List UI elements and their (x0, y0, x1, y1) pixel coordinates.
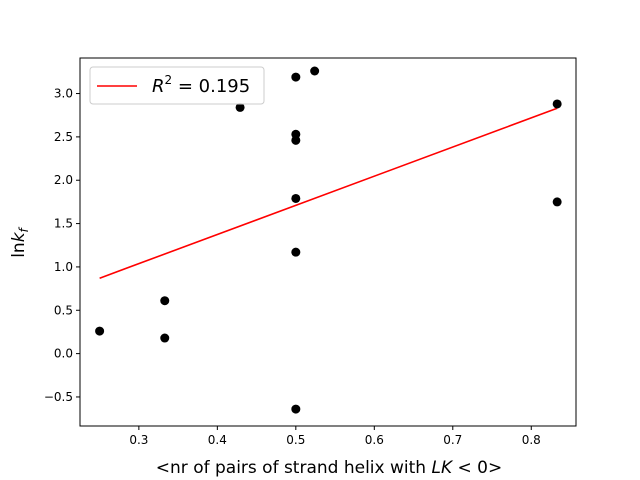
data-point (95, 326, 105, 336)
data-point (291, 72, 301, 82)
x-tick-label: 0.7 (443, 433, 462, 447)
y-tick-label: 2.5 (54, 130, 73, 144)
data-point (291, 404, 301, 414)
y-tick-label: 1.0 (54, 260, 73, 274)
data-point (291, 247, 301, 257)
axes-frame (79, 57, 577, 427)
data-point (160, 333, 170, 343)
data-point (291, 135, 301, 145)
data-point (552, 99, 562, 109)
x-tick-label: 0.8 (522, 433, 541, 447)
x-tick-label: 0.6 (365, 433, 384, 447)
y-tick-label: 0.5 (54, 303, 73, 317)
y-axis-title: lnkf (9, 226, 31, 257)
x-axis-title: <nr of pairs of strand helix with LK < 0… (156, 458, 502, 478)
plot-area (95, 66, 562, 414)
y-axis: −0.5 0.0 0.5 1.0 1.5 2.0 2.5 3.0 (44, 87, 80, 404)
y-tick-label: 1.5 (54, 217, 73, 231)
x-tick-label: 0.4 (208, 433, 227, 447)
x-tick-label: 0.5 (286, 433, 305, 447)
legend-box (89, 66, 265, 105)
y-tick-label: 2.0 (54, 173, 73, 187)
data-point (310, 66, 320, 76)
data-point (552, 197, 562, 207)
data-point (160, 296, 170, 306)
y-tick-label: −0.5 (44, 390, 73, 404)
regression-line (99, 107, 558, 279)
y-tick-label: 3.0 (54, 87, 73, 101)
legend-label: R2 = 0.195 (152, 73, 250, 97)
x-axis: 0.3 0.4 0.5 0.6 0.7 0.8 (129, 426, 541, 447)
y-tick-label: 0.0 (54, 347, 73, 361)
data-point (235, 102, 245, 112)
data-point (291, 193, 301, 203)
x-tick-label: 0.3 (129, 433, 148, 447)
legend: R2 = 0.195 (89, 66, 265, 105)
